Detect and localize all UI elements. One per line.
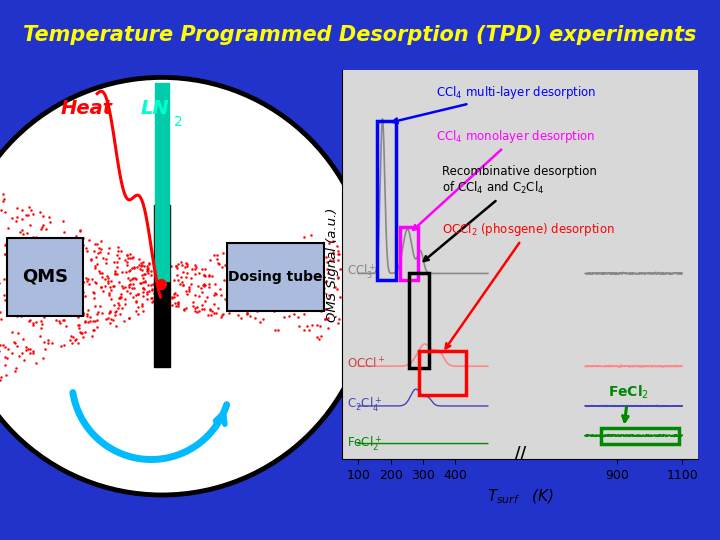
Bar bbox=[419, 351, 466, 395]
Text: OCCl$_2$ (phosgene) desorption: OCCl$_2$ (phosgene) desorption bbox=[442, 221, 615, 348]
Bar bbox=[400, 227, 418, 280]
Text: Heat: Heat bbox=[60, 98, 112, 118]
Text: CCl$_4$ monolayer desorption: CCl$_4$ monolayer desorption bbox=[413, 128, 595, 230]
Bar bbox=[410, 273, 429, 368]
Text: Dosing tube: Dosing tube bbox=[228, 270, 323, 284]
Text: Temperature Programmed Desorption (TPD) experiments: Temperature Programmed Desorption (TPD) … bbox=[23, 25, 697, 45]
Text: LN: LN bbox=[140, 98, 169, 118]
Ellipse shape bbox=[0, 77, 371, 495]
Text: C$_2$Cl$_4^+$: C$_2$Cl$_4^+$ bbox=[347, 395, 382, 414]
Text: Recombinative desorption
of CCl$_4$ and C$_2$Cl$_4$: Recombinative desorption of CCl$_4$ and … bbox=[423, 165, 598, 261]
Bar bbox=[601, 428, 679, 444]
Text: CCl$_4$ multi-layer desorption: CCl$_4$ multi-layer desorption bbox=[393, 84, 596, 123]
Text: FeCl$_2$: FeCl$_2$ bbox=[608, 384, 649, 422]
Text: CCl$_3^+$: CCl$_3^+$ bbox=[347, 262, 377, 281]
Text: QMS: QMS bbox=[22, 268, 68, 286]
Text: //: // bbox=[515, 446, 526, 461]
Text: 2: 2 bbox=[174, 114, 183, 129]
Text: FeCl$_2^+$: FeCl$_2^+$ bbox=[347, 434, 382, 453]
Bar bbox=[155, 83, 169, 281]
Bar bbox=[7, 238, 83, 316]
Text: OCCl$^+$: OCCl$^+$ bbox=[347, 356, 385, 372]
Bar bbox=[227, 243, 324, 310]
Bar bbox=[154, 205, 170, 367]
Bar bbox=[377, 121, 397, 280]
Y-axis label: QMS Signal (a.u.): QMS Signal (a.u.) bbox=[326, 207, 339, 322]
X-axis label: $T_{surf}$   (K): $T_{surf}$ (K) bbox=[487, 487, 554, 505]
